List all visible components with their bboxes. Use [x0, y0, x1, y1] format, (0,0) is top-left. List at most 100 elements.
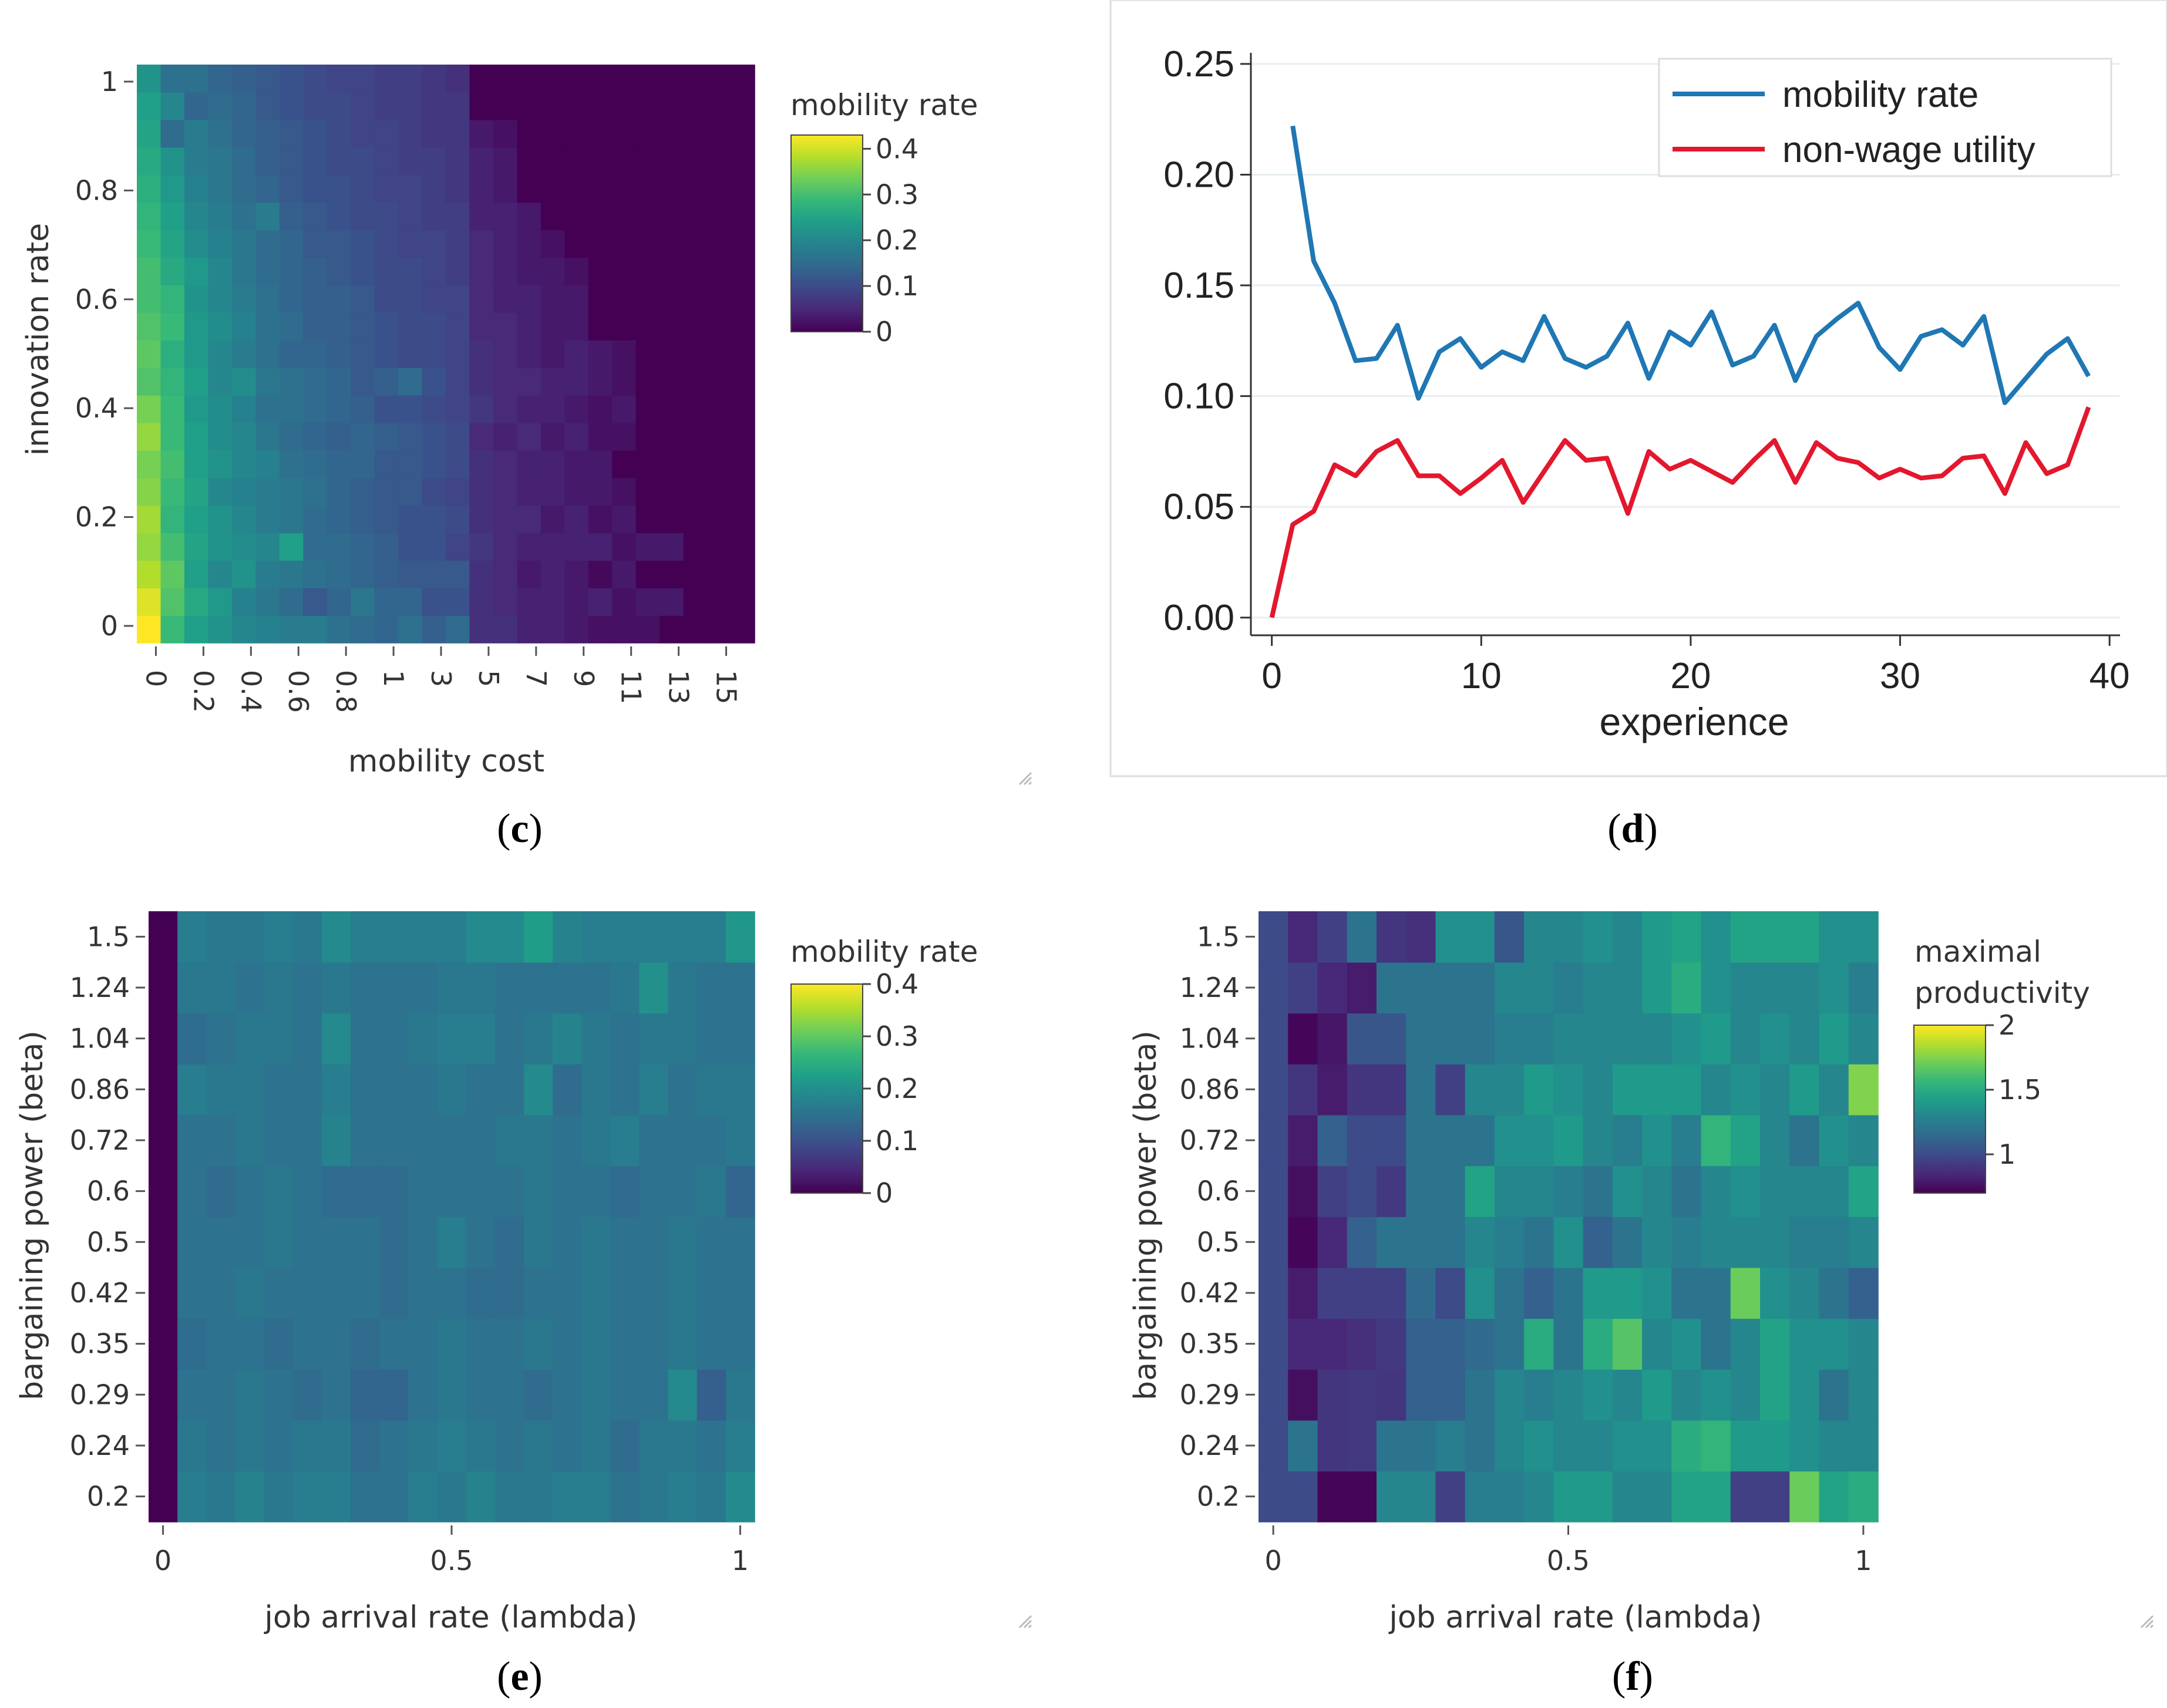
heatmap-c-cell — [137, 588, 161, 616]
heatmap-c-cell — [137, 202, 161, 231]
heatmap-c-cell — [707, 312, 732, 341]
heatmap-f-cell — [1583, 1318, 1613, 1370]
heatmap-c-cell — [255, 505, 280, 534]
heatmap-e-cell — [696, 1114, 726, 1167]
heatmap-e-cell — [206, 1420, 236, 1472]
heatmap-c-cell — [635, 615, 660, 644]
heatmap-e-x-axis-label: job arrival rate (lambda) — [264, 1600, 637, 1635]
heatmap-c-cell — [327, 312, 351, 341]
heatmap-e-cell — [437, 911, 467, 963]
heatmap-c-cell — [564, 450, 589, 479]
heatmap-c-cell — [184, 285, 209, 313]
heatmap-f-cell — [1642, 1217, 1673, 1268]
heatmap-e-cell — [437, 1064, 467, 1116]
heatmap-c-cell — [540, 340, 566, 368]
heatmap-f-cell — [1671, 1165, 1702, 1217]
heatmap-e-cell — [292, 1369, 322, 1421]
heatmap-f-cell — [1406, 1013, 1436, 1064]
heatmap-c-cell — [351, 533, 375, 561]
heatmap-e-cell — [321, 1217, 351, 1268]
heatmap-e-cell — [725, 1217, 755, 1268]
heatmap-e-cell — [264, 1217, 294, 1268]
heatmap-c-cell — [493, 147, 518, 176]
heatmap-f-cell — [1760, 1064, 1791, 1116]
heatmap-e-x-tick-label: 0.5 — [430, 1545, 473, 1576]
heatmap-c-cell — [231, 174, 257, 203]
heatmap-e-cell — [668, 1369, 698, 1421]
heatmap-c-cell — [493, 285, 518, 313]
heatmap-c-cell — [137, 147, 161, 176]
heatmap-c-cell — [564, 588, 589, 616]
heatmap-e-cell — [494, 1471, 524, 1522]
heatmap-c-cell — [635, 312, 660, 341]
resize-handle-icon[interactable] — [1018, 772, 1032, 786]
heatmap-f-cell — [1376, 1420, 1406, 1472]
heatmap-e-cell — [177, 1114, 207, 1167]
heatmap-c-cell — [659, 257, 684, 286]
heatmap-c-cell — [160, 588, 185, 616]
heatmap-c-cell — [137, 65, 161, 93]
heatmap-f-cell — [1730, 1267, 1761, 1319]
heatmap-c-cell — [160, 533, 185, 561]
heatmap-e-colorbar-gradient — [790, 983, 863, 1194]
heatmap-c-cell — [707, 560, 732, 588]
heatmap-f-cell — [1259, 1369, 1289, 1421]
resize-handle-icon[interactable] — [2140, 1615, 2154, 1629]
heatmap-f-cell — [1553, 962, 1584, 1014]
heatmap-e-colorbar-tick-label: 0 — [876, 1177, 893, 1209]
heatmap-f-cell — [1288, 1064, 1318, 1116]
heatmap-e-cell — [408, 1471, 438, 1522]
heatmap-c-cell — [184, 65, 209, 93]
heatmap-e-cell — [351, 1267, 380, 1319]
heatmap-c-cell — [255, 615, 280, 644]
heatmap-c-cell — [517, 174, 541, 203]
heatmap-f-y-tick-label: 1.5 — [1197, 921, 1240, 952]
heatmap-e-cell — [581, 1267, 611, 1319]
heatmap-f-y-tick-label: 1.04 — [1180, 1023, 1240, 1055]
legend-label-mobility-rate: mobility rate — [1782, 75, 1978, 115]
heatmap-f-cell — [1612, 1369, 1643, 1421]
heatmap-f-cell — [1465, 962, 1495, 1014]
heatmap-e-cell — [321, 1013, 351, 1064]
heatmap-f-cell — [1435, 911, 1466, 963]
heatmap-f-cell — [1730, 1165, 1761, 1217]
heatmap-c-cell — [493, 367, 518, 396]
heatmap-e-cell — [581, 1369, 611, 1421]
heatmap-f-cell — [1671, 1369, 1702, 1421]
heatmap-e-cell — [379, 1471, 409, 1522]
heatmap-c-cell — [279, 174, 304, 203]
heatmap-e-cell — [553, 1013, 582, 1064]
heatmap-c-cell — [612, 174, 637, 203]
heatmap-e-cell — [639, 1420, 669, 1472]
heatmap-c-cell — [255, 477, 280, 506]
heatmap-c-cell — [469, 230, 494, 258]
heatmap-e-cell — [725, 911, 755, 963]
heatmap-c-cell — [731, 65, 755, 93]
heatmap-c-cell — [374, 285, 399, 313]
heatmap-c-cell — [469, 615, 494, 644]
heatmap-e-cell — [466, 1165, 496, 1217]
heatmap-f-cell — [1435, 1013, 1466, 1064]
heatmap-c-cell — [137, 174, 161, 203]
heatmap-f-cell — [1701, 1217, 1731, 1268]
heatmap-f-cell — [1259, 1114, 1289, 1167]
heatmap-c-cell — [231, 533, 257, 561]
resize-handle-icon[interactable] — [1018, 1615, 1032, 1629]
heatmap-f-colorbar-title-line2: productivity — [1914, 976, 2090, 1010]
heatmap-c-cell — [279, 450, 304, 479]
heatmap-f-cell — [1259, 1013, 1289, 1064]
heatmap-c-cell — [279, 92, 304, 120]
heatmap-e-cell — [235, 1369, 265, 1421]
heatmap-c-cell — [731, 615, 755, 644]
heatmap-f-cell — [1465, 1318, 1495, 1370]
heatmap-c-cell — [517, 65, 541, 93]
heatmap-c-cell — [588, 450, 613, 479]
heatmap-c-cell — [374, 230, 399, 258]
heatmap-c-cell — [493, 615, 518, 644]
heatmap-c-cell — [208, 92, 233, 120]
heatmap-c-cell — [303, 202, 328, 231]
heatmap-c-cell — [635, 119, 660, 148]
heatmap-c-x-axis-label: mobility cost — [348, 744, 544, 779]
heatmap-c-cell — [327, 257, 351, 286]
heatmap-c-cell — [208, 367, 233, 396]
